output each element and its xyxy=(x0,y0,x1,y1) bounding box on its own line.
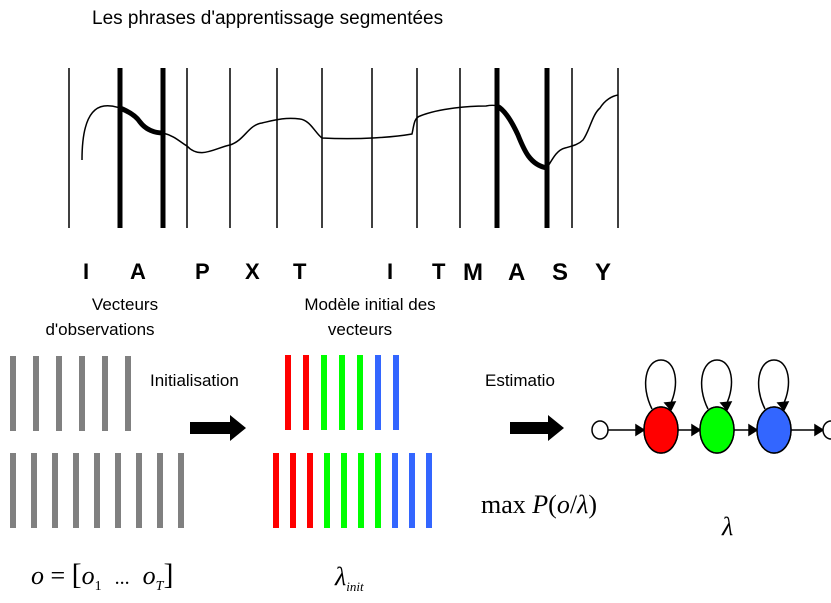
hmm-end-state xyxy=(822,420,831,440)
self-loop xyxy=(644,359,677,410)
formula-paren-open: ( xyxy=(548,490,557,519)
initial-model-label-line1: Modèle initial des xyxy=(304,295,436,314)
segment-letter: A xyxy=(508,259,526,286)
observation-vectors-label-line1: Vecteurs xyxy=(91,295,159,314)
model-bar xyxy=(375,453,381,528)
hmm-state-blue xyxy=(756,406,792,454)
model-bar xyxy=(324,453,330,528)
lambda-final: λ xyxy=(722,512,734,541)
observation-bar xyxy=(10,356,16,431)
model-bar xyxy=(392,453,398,528)
formula-o1: o xyxy=(81,561,95,590)
initialisation-label: Initialisation xyxy=(150,371,239,390)
model-bar xyxy=(303,355,309,430)
observation-bar xyxy=(115,453,121,528)
observation-bar xyxy=(94,453,100,528)
observation-bar xyxy=(102,356,108,431)
model-bar xyxy=(409,453,415,528)
observation-bar xyxy=(136,453,142,528)
formula-max: max xyxy=(481,490,526,519)
observation-bar xyxy=(178,453,184,528)
observation-bar xyxy=(73,453,79,528)
formula-prob-lambda: λ xyxy=(577,490,589,519)
lambda-init-formula: λinit xyxy=(335,562,364,595)
hmm-state-red xyxy=(643,406,679,454)
signal-curve-bold xyxy=(119,103,548,171)
lambda-init-sub: init xyxy=(346,579,364,595)
segment-letter: T xyxy=(432,259,446,284)
hmm-start-state xyxy=(591,420,609,440)
diagram-title: Les phrases d'apprentissage segmentées xyxy=(92,8,444,29)
formula-o: o xyxy=(31,561,44,590)
formula-subT: T xyxy=(155,579,164,595)
segment-letter: I xyxy=(83,259,90,284)
self-loop xyxy=(757,359,790,410)
formula-equals: = xyxy=(50,561,66,590)
formula-oT: o xyxy=(142,561,156,590)
self-loop xyxy=(700,359,733,410)
model-bar xyxy=(375,355,381,430)
formula-paren-close: ) xyxy=(588,490,597,519)
observation-bar xyxy=(125,356,131,431)
estimation-label: Estimatio xyxy=(485,371,555,390)
formula-sub1: 1 xyxy=(94,579,102,595)
model-bar xyxy=(357,355,363,430)
hmm-chain xyxy=(591,359,831,454)
model-bar xyxy=(341,453,347,528)
observation-bar xyxy=(157,453,163,528)
observation-bar xyxy=(52,453,58,528)
formula-slash: / xyxy=(569,490,578,519)
segment-letter: M xyxy=(463,259,483,286)
segment-letter: T xyxy=(293,259,307,284)
arrowhead-icon xyxy=(691,423,702,437)
observation-bar xyxy=(10,453,16,528)
observation-bar xyxy=(31,453,37,528)
formula-dots: ... xyxy=(114,567,130,589)
segment-lines xyxy=(68,68,619,228)
observation-bar xyxy=(33,356,39,431)
segment-letter: P xyxy=(195,259,210,284)
boundary-lines xyxy=(117,68,550,228)
signal-curve xyxy=(81,94,619,169)
observation-formula: o = [o1 ... oT] xyxy=(31,558,173,595)
max-probability-formula: max P(o/λ) xyxy=(481,490,597,520)
model-bar xyxy=(285,355,291,430)
model-bar xyxy=(393,355,399,430)
model-bar xyxy=(290,453,296,528)
formula-prob-o: o xyxy=(556,490,570,519)
model-bar xyxy=(321,355,327,430)
segment-letter: Y xyxy=(595,259,612,286)
segment-letter: X xyxy=(245,259,260,284)
model-bar xyxy=(273,453,279,528)
arrowhead-icon xyxy=(814,423,825,437)
formula-P: P xyxy=(532,490,549,519)
observation-bar xyxy=(79,356,85,431)
model-bar xyxy=(426,453,432,528)
observation-bar xyxy=(56,356,62,431)
model-bar xyxy=(339,355,345,430)
model-bar xyxy=(358,453,364,528)
arrow-initialisation-icon xyxy=(190,415,246,441)
formula-bracket-open: [ xyxy=(71,558,82,591)
model-bar xyxy=(307,453,313,528)
lambda-symbol: λ xyxy=(335,562,347,591)
segment-letter: I xyxy=(387,259,394,284)
arrowhead-icon xyxy=(748,423,759,437)
arrowhead-icon xyxy=(635,423,646,437)
formula-bracket-close: ] xyxy=(163,558,174,591)
segment-letter: A xyxy=(130,259,146,284)
hmm-state-green xyxy=(699,406,735,454)
initial-model-label-line2: vecteurs xyxy=(327,320,393,339)
segment-letter: S xyxy=(552,259,569,286)
arrow-estimation-icon xyxy=(510,415,564,441)
stage-arrows xyxy=(190,415,564,441)
observation-vectors-label-line2: d'observations xyxy=(45,320,155,339)
